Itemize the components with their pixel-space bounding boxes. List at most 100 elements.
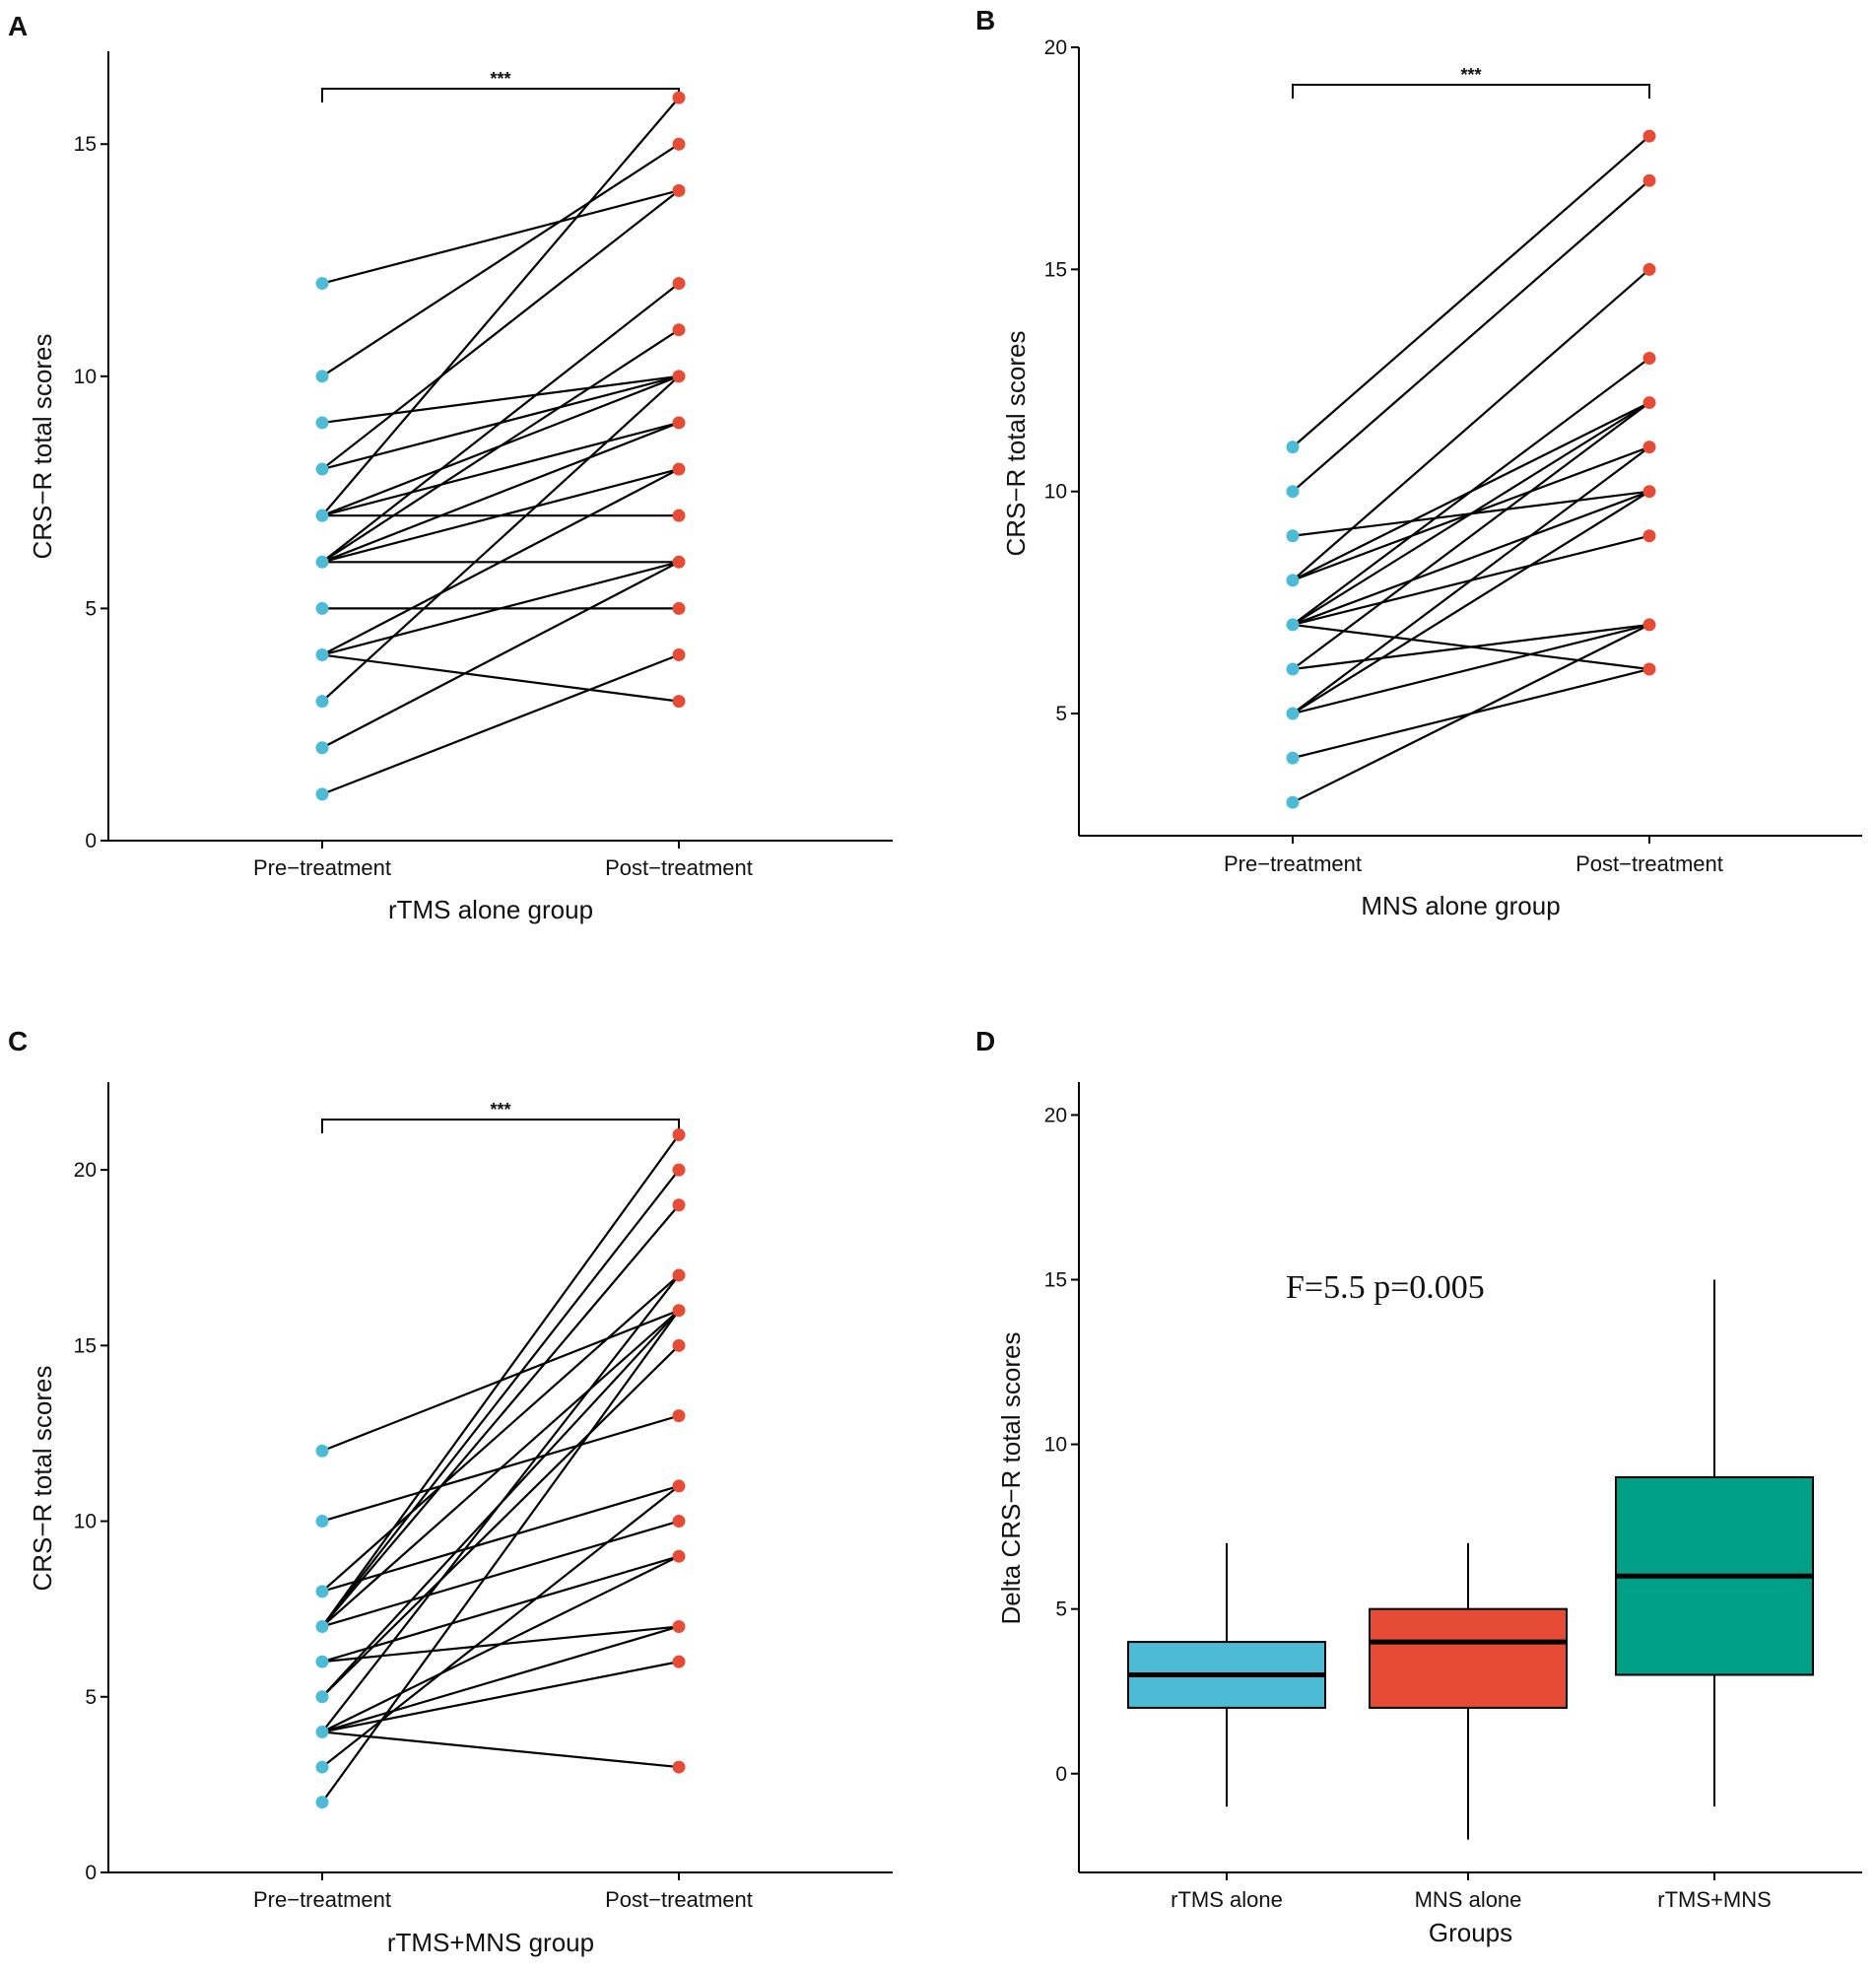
paired-line — [321, 328, 680, 564]
paired-line — [1292, 623, 1650, 715]
paired-line — [321, 1555, 680, 1733]
paired-line — [1292, 490, 1650, 626]
x-axis-title-a: rTMS alone group — [388, 895, 593, 924]
paired-line — [321, 561, 680, 656]
post-treatment-point — [1642, 262, 1656, 276]
x-axis-title-b: MNS alone group — [1361, 891, 1560, 920]
post-treatment-point — [672, 555, 686, 569]
paired-line — [321, 1274, 680, 1593]
pre-treatment-point — [315, 277, 329, 291]
paired-line — [321, 1309, 680, 1628]
paired-lines-a — [321, 97, 680, 795]
post-treatment-point — [672, 183, 686, 197]
pre-treatment-point — [315, 370, 329, 383]
paired-line — [321, 1731, 680, 1769]
y-tick-label-d: 10 — [1044, 1434, 1067, 1457]
paired-line — [321, 653, 680, 795]
panel-b: B 5 10 15 20 Pre−treatment Post−treatment MNS … — [975, 5, 1862, 920]
post-treatment-point — [1642, 529, 1656, 543]
significance-bracket-b — [1292, 84, 1650, 99]
pre-treatment-point — [315, 695, 329, 709]
stats-annotation: F=5.5 p=0.005 — [1286, 1269, 1485, 1306]
paired-line — [321, 374, 680, 425]
post-treatment-point — [1642, 618, 1656, 632]
x-tick-label-b: Pre−treatment — [1224, 851, 1362, 876]
pre-treatment-point — [315, 1619, 329, 1633]
paired-line — [321, 282, 680, 564]
y-tick-label-d: 15 — [1044, 1269, 1067, 1292]
post-treatment-point — [672, 1268, 686, 1282]
paired-line — [321, 1344, 680, 1698]
post-treatment-point — [672, 601, 686, 615]
post-treatment-point — [672, 462, 686, 476]
significance-bracket-c — [321, 1119, 680, 1133]
post-treatment-point — [672, 1549, 686, 1563]
pre-treatment-point — [315, 462, 329, 476]
x-tick-label-c: Post−treatment — [605, 1887, 753, 1912]
significance-label-b: *** — [1460, 65, 1481, 85]
box-rtms-mns — [1615, 1279, 1814, 1807]
pre-treatment-point — [1286, 574, 1300, 587]
y-tick-label-d: 0 — [1055, 1763, 1067, 1786]
post-treatment-point — [672, 509, 686, 522]
paired-line — [1292, 401, 1650, 670]
post-treatment-point — [672, 1304, 686, 1318]
pre-treatment-point — [1286, 795, 1300, 809]
y-tick-label-b: 10 — [1044, 481, 1067, 504]
paired-line — [321, 1310, 680, 1803]
post-treatment-point — [1642, 351, 1656, 365]
y-axis-title-a: CRS−R total scores — [28, 333, 57, 559]
pre-treatment-point — [1286, 485, 1300, 499]
pre-treatment-point — [315, 601, 329, 615]
y-tick-label-c: 15 — [74, 1334, 97, 1357]
significance-label-c: *** — [490, 1100, 510, 1120]
panel-c: C 0 5 10 15 20 Pre−treatment Post−treatment rTM… — [8, 1026, 893, 1957]
panel-letter-b: B — [975, 5, 995, 35]
post-treatment-point — [1642, 662, 1656, 676]
paired-line — [1292, 179, 1650, 493]
x-tick-label-d: rTMS+MNS — [1657, 1887, 1772, 1912]
paired-line — [321, 1204, 680, 1628]
paired-line — [321, 1133, 680, 1628]
post-treatment-point — [1642, 441, 1656, 454]
paired-line — [321, 561, 680, 749]
y-tick-label-c: 0 — [85, 1862, 97, 1884]
post-treatment-point — [672, 370, 686, 383]
paired-line — [321, 1625, 680, 1733]
post-treatment-point — [1642, 129, 1656, 143]
post-treatment-point — [1642, 173, 1656, 187]
paired-line — [321, 421, 680, 564]
post-treatment-point — [672, 1760, 686, 1774]
y-tick-label-b: 15 — [1044, 258, 1067, 281]
panel-d: D 0 5 10 15 20 rTMS alone MNS alone rTMS+MNS Gro… — [975, 1026, 1862, 1947]
paired-line — [1292, 268, 1650, 581]
pre-treatment-point — [315, 1655, 329, 1668]
y-axis-title-c: CRS−R total scores — [28, 1365, 57, 1591]
paired-line — [1292, 490, 1650, 714]
panel-letter-d: D — [975, 1026, 995, 1056]
paired-line — [1292, 445, 1650, 714]
paired-line — [321, 1274, 680, 1733]
post-treatment-point — [672, 1515, 686, 1529]
post-treatment-point — [672, 323, 686, 337]
post-treatment-point — [672, 1198, 686, 1212]
y-tick-label-a: 0 — [85, 830, 97, 852]
paired-line — [1292, 623, 1650, 671]
x-tick-label-b: Post−treatment — [1575, 851, 1723, 876]
pre-treatment-point — [315, 1690, 329, 1704]
y-tick-label-b: 20 — [1044, 36, 1067, 59]
post-treatment-point — [672, 416, 686, 430]
post-treatment-point — [672, 137, 686, 151]
x-tick-label-a: Pre−treatment — [253, 855, 391, 880]
y-tick-label-c: 10 — [74, 1511, 97, 1533]
y-tick-label-c: 20 — [74, 1159, 97, 1182]
paired-line — [321, 1661, 680, 1733]
post-treatment-point — [672, 1409, 686, 1423]
paired-line — [321, 375, 680, 703]
paired-line — [321, 189, 680, 470]
pre-treatment-point — [315, 1760, 329, 1774]
x-axis-title-c: rTMS+MNS group — [387, 1928, 594, 1957]
pre-treatment-point — [315, 509, 329, 522]
post-treatment-point — [1642, 485, 1656, 499]
